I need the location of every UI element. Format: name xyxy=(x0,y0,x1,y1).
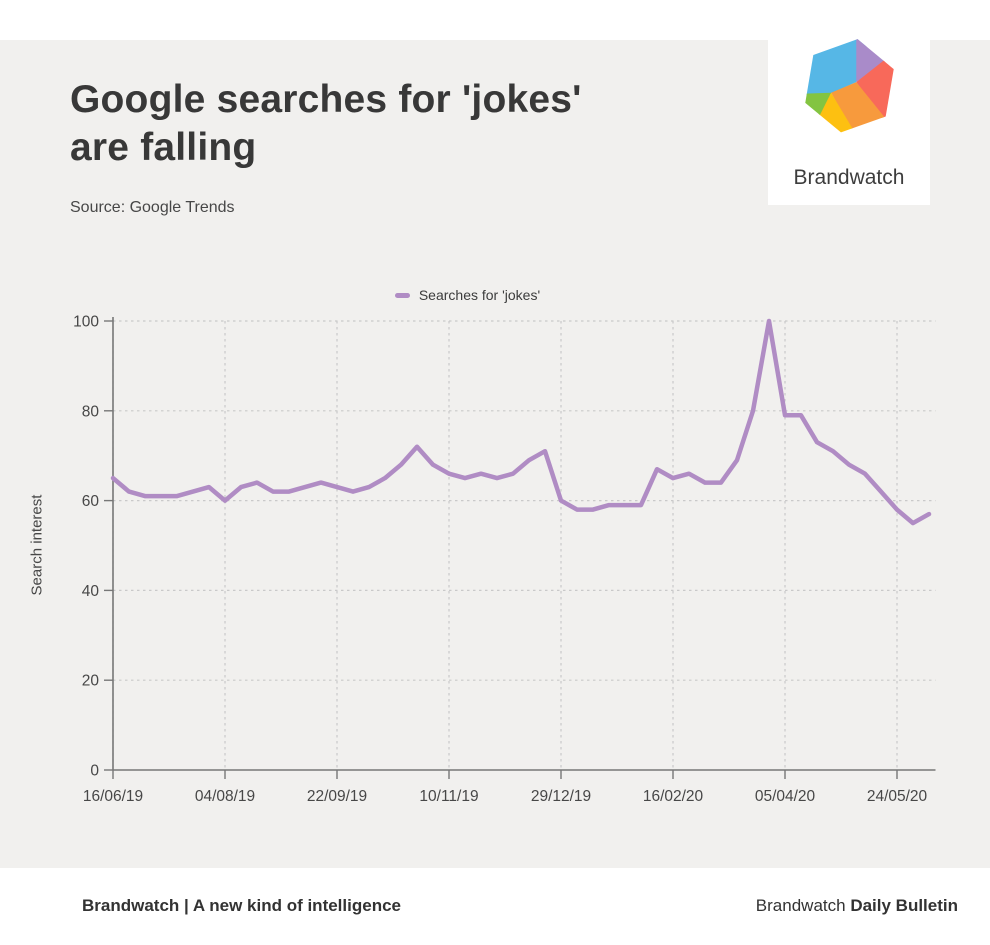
y-tick-label: 0 xyxy=(90,763,99,780)
x-tick-label: 16/06/19 xyxy=(83,788,143,805)
page-title: Google searches for 'jokes' are falling xyxy=(70,76,582,173)
page-title-line1: Google searches for 'jokes' xyxy=(70,78,582,121)
x-tick-label: 22/09/19 xyxy=(307,788,367,805)
x-tick-label: 04/08/19 xyxy=(195,788,255,805)
footer-bulletin-brand: Brandwatch xyxy=(755,896,846,915)
y-tick-label: 80 xyxy=(82,403,100,420)
legend-label: Searches for 'jokes' xyxy=(418,287,541,303)
y-tick-label: 60 xyxy=(82,493,100,510)
x-tick-label: 24/05/20 xyxy=(867,788,928,805)
line-chart: Searches for 'jokes' Search interest 0 20… xyxy=(0,265,990,820)
footer-tagline: Brandwatch | A new kind of intelligence xyxy=(82,896,401,915)
data-line-searches-for-jokes- xyxy=(110,318,932,526)
footer-band xyxy=(0,868,990,945)
hexagon-logo-svg xyxy=(805,39,894,133)
page-title-line2: are falling xyxy=(70,126,257,170)
x-tick-label: 29/12/19 xyxy=(531,788,591,805)
brandwatch-logo-text: Brandwatch xyxy=(793,166,905,189)
source-label: Source: Google Trends xyxy=(70,199,235,216)
plot-area: 0 20 40 60 80 100 16/06/19 04/08/19 22/09/19 10/1… xyxy=(73,314,936,805)
x-tick-label: 05/04/20 xyxy=(755,788,816,805)
brandwatch-logo-card: Brandwatch xyxy=(768,0,930,205)
footer-bulletin-name: Daily Bulletin xyxy=(850,896,958,915)
y-tick-label: 40 xyxy=(82,583,100,600)
chart-legend: Searches for 'jokes' xyxy=(0,287,935,303)
y-tick-label: 100 xyxy=(73,314,99,331)
legend-swatch-icon xyxy=(394,292,410,298)
x-tick-label: 16/02/20 xyxy=(643,788,704,805)
x-tick-label: 10/11/19 xyxy=(419,788,478,805)
footer-bulletin: Brandwatch Daily Bulletin xyxy=(756,896,958,916)
y-tick-label: 20 xyxy=(82,673,100,690)
brandwatch-hexagon-icon xyxy=(801,36,898,136)
